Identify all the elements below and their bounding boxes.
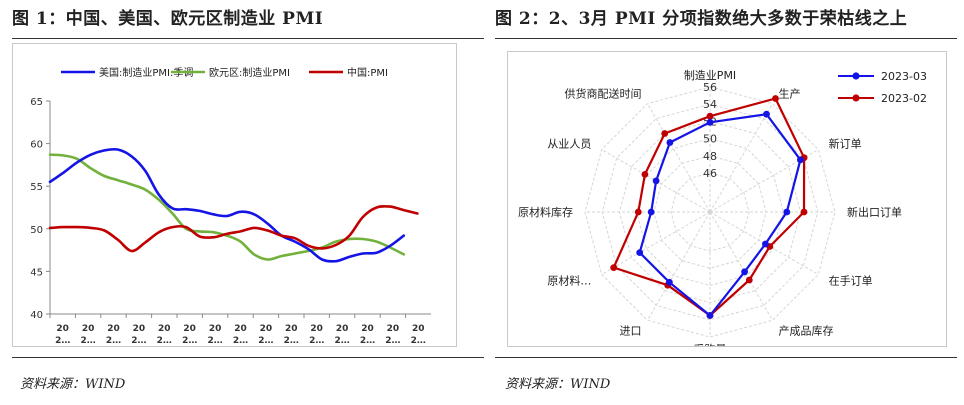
radar-axis-label: 采购量 bbox=[694, 342, 727, 346]
radar-point bbox=[666, 139, 674, 146]
radar-point bbox=[706, 112, 714, 120]
x-tick-label: 20 2… bbox=[233, 324, 248, 346]
figure-1-source: 资料来源：WIND bbox=[20, 377, 126, 392]
radial-tick-label: 56 bbox=[703, 81, 717, 94]
x-tick-label: 20 2… bbox=[106, 324, 121, 346]
radar-point bbox=[610, 264, 618, 271]
x-tick-label: 20 2… bbox=[411, 324, 426, 346]
radar-axis-label: 新出口订单 bbox=[847, 205, 902, 219]
radar-point bbox=[745, 276, 753, 284]
series-line-3 bbox=[48, 204, 419, 253]
radar-point bbox=[797, 156, 804, 164]
legend-item-1: 美国:制造业PMI:季调 bbox=[61, 66, 193, 79]
radar-point bbox=[763, 110, 770, 118]
radar-point bbox=[647, 208, 655, 216]
radar-point bbox=[741, 268, 748, 276]
radar-point bbox=[661, 130, 669, 137]
radar-axis-label: 进口 bbox=[620, 325, 642, 338]
radar-point bbox=[783, 208, 791, 216]
radar-grid-ring bbox=[670, 172, 750, 252]
source-divider bbox=[495, 357, 957, 358]
x-tick-label: 20 2… bbox=[131, 324, 146, 346]
radar-spoke bbox=[647, 103, 711, 213]
radar-point bbox=[636, 249, 644, 256]
figure-2-source: 资料来源：WIND bbox=[505, 377, 611, 392]
radar-series-2 bbox=[612, 97, 806, 317]
radar-point bbox=[666, 278, 673, 286]
radial-tick-label: 48 bbox=[703, 150, 717, 163]
figure-2-title: 图 2：2、3月 PMI 分项指数绝大多数于荣枯线之上 bbox=[495, 9, 908, 29]
legend-item-2: 欧元区:制造业PMI bbox=[171, 66, 290, 79]
x-tick-label: 20 2… bbox=[334, 324, 349, 346]
radial-tick-label: 46 bbox=[703, 167, 717, 180]
radar-spoke bbox=[647, 211, 711, 321]
y-tick-label: 50 bbox=[30, 225, 43, 236]
radial-tick-label: 54 bbox=[703, 98, 717, 111]
y-tick-label: 55 bbox=[30, 182, 43, 193]
radar-chart-frame: 464850525456制造业PMI生产新订单新出口订单在手订单产成品库存采购量… bbox=[507, 51, 947, 356]
x-tick-label: 20 2… bbox=[309, 324, 324, 346]
legend-item-2: 2023-02 bbox=[838, 92, 927, 105]
radar-point bbox=[772, 95, 779, 102]
legend-item-3: 中国:PMI bbox=[309, 66, 388, 79]
series-line-1 bbox=[48, 147, 406, 263]
y-tick-label: 45 bbox=[30, 267, 43, 278]
radar-spoke bbox=[709, 211, 773, 321]
legend-item-1: 2023-03 bbox=[838, 70, 927, 83]
legend-label: 2023-03 bbox=[881, 70, 927, 83]
radar-axis-label: 在手订单 bbox=[829, 274, 873, 288]
figure-1-title: 图 1：中国、美国、欧元区制造业 PMI bbox=[12, 9, 324, 29]
right-panel: 图 2：2、3月 PMI 分项指数绝大多数于荣枯线之上 464850525456… bbox=[495, 0, 959, 405]
y-tick-label: 65 bbox=[30, 97, 43, 108]
x-tick-label: 20 2… bbox=[385, 324, 400, 346]
radar-spoke bbox=[601, 211, 711, 275]
radar-axis-label: 供货商配送时间 bbox=[565, 86, 642, 100]
x-tick-label: 20 2… bbox=[55, 324, 70, 346]
radar-axis-label: 制造业PMI bbox=[684, 68, 736, 82]
title-divider bbox=[495, 38, 957, 39]
radar-point bbox=[652, 177, 660, 185]
radar-axis-label: 从业人员 bbox=[547, 138, 591, 151]
radar-point bbox=[641, 171, 649, 178]
source-divider bbox=[12, 357, 484, 358]
radar-grid-ring bbox=[584, 86, 836, 338]
legend-label: 欧元区:制造业PMI bbox=[209, 66, 290, 79]
radar-spoke bbox=[709, 149, 819, 213]
radar-point bbox=[762, 240, 769, 248]
radial-tick-label: 50 bbox=[703, 133, 717, 146]
left-panel: 图 1：中国、美国、欧元区制造业 PMI 40 45 50 55 60 65 20 2… 20 2… bbox=[12, 0, 484, 405]
x-tick-label: 20 2… bbox=[80, 324, 95, 346]
legend-label: 2023-02 bbox=[881, 92, 927, 105]
radar-axis-label: 原材料… bbox=[547, 274, 591, 288]
line-chart: 40 45 50 55 60 65 20 2… 20 2… 20 2… 20 2… 20 2… 20 2… 20 2…… bbox=[30, 66, 431, 346]
y-tick-label: 60 bbox=[30, 140, 43, 151]
radar-axis-label: 原材料库存 bbox=[518, 205, 573, 219]
legend-label: 中国:PMI bbox=[347, 66, 388, 79]
title-divider bbox=[12, 38, 484, 39]
x-tick-label: 20 2… bbox=[360, 324, 375, 346]
legend-swatch-marker bbox=[852, 94, 860, 102]
radar-axis-label: 产成品库存 bbox=[779, 324, 834, 338]
radar-axis-label: 生产 bbox=[779, 86, 801, 100]
y-tick-label: 40 bbox=[30, 310, 43, 321]
x-tick-label: 20 2… bbox=[284, 324, 299, 346]
radar-point bbox=[706, 312, 714, 319]
legend-label: 美国:制造业PMI:季调 bbox=[99, 66, 193, 79]
series-line-2 bbox=[48, 153, 406, 261]
radar-point bbox=[634, 208, 642, 216]
x-tick-label: 20 2… bbox=[182, 324, 197, 346]
radar-spoke bbox=[709, 103, 773, 213]
line-chart-frame: 40 45 50 55 60 65 20 2… 20 2… 20 2… 20 2… 20 2… 20 2… 20 2…… bbox=[12, 43, 457, 347]
legend-swatch-marker bbox=[852, 72, 860, 80]
radar-point bbox=[800, 208, 808, 216]
x-tick-label: 20 2… bbox=[207, 324, 222, 346]
radar-chart: 464850525456制造业PMI生产新订单新出口订单在手订单产成品库存采购量… bbox=[518, 68, 927, 356]
radar-series-1 bbox=[638, 113, 802, 317]
x-tick-label: 20 2… bbox=[157, 324, 172, 346]
x-tick-label: 20 2… bbox=[258, 324, 273, 346]
radar-axis-label: 新订单 bbox=[829, 137, 862, 151]
radar-point bbox=[706, 118, 714, 126]
